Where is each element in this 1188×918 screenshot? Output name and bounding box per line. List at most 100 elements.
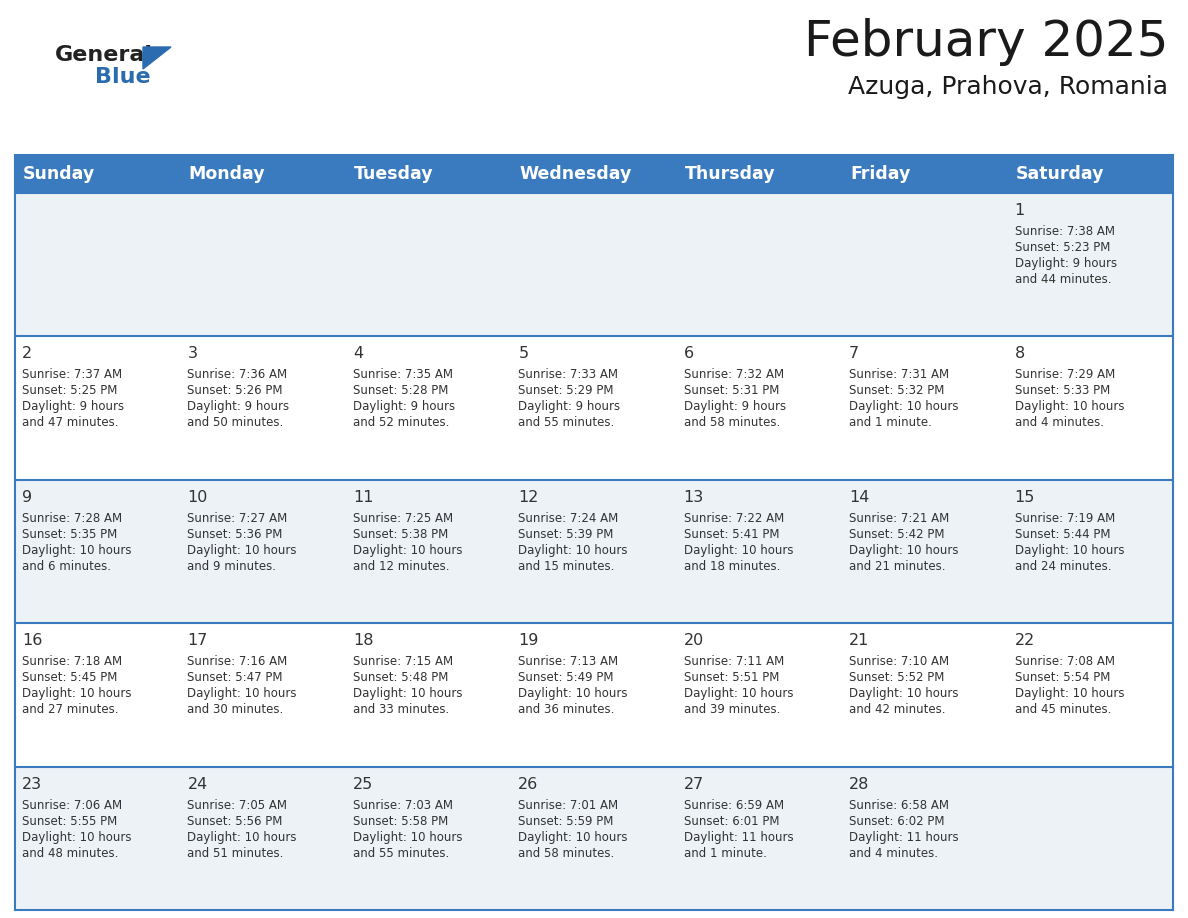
Text: and 27 minutes.: and 27 minutes. [23, 703, 119, 716]
Text: Daylight: 10 hours: Daylight: 10 hours [518, 543, 627, 557]
Text: Sunset: 5:56 PM: Sunset: 5:56 PM [188, 814, 283, 828]
Bar [511, 193, 677, 336]
Text: 4: 4 [353, 346, 364, 362]
Text: Sunset: 5:26 PM: Sunset: 5:26 PM [188, 385, 283, 397]
Text: Sunset: 5:35 PM: Sunset: 5:35 PM [23, 528, 118, 541]
Text: 18: 18 [353, 633, 373, 648]
Text: Daylight: 10 hours: Daylight: 10 hours [23, 688, 132, 700]
Text: Daylight: 9 hours: Daylight: 9 hours [353, 400, 455, 413]
Bar [511, 336, 677, 480]
Text: Sunset: 5:31 PM: Sunset: 5:31 PM [684, 385, 779, 397]
Bar [842, 623, 1007, 767]
Text: Sunset: 5:42 PM: Sunset: 5:42 PM [849, 528, 944, 541]
Text: Sunrise: 7:18 AM: Sunrise: 7:18 AM [23, 655, 122, 668]
Text: Sunrise: 7:38 AM: Sunrise: 7:38 AM [1015, 225, 1114, 238]
Text: and 6 minutes.: and 6 minutes. [23, 560, 110, 573]
Text: Sunrise: 7:19 AM: Sunrise: 7:19 AM [1015, 512, 1114, 525]
Text: Sunrise: 7:13 AM: Sunrise: 7:13 AM [518, 655, 619, 668]
Text: Sunrise: 6:58 AM: Sunrise: 6:58 AM [849, 799, 949, 812]
Text: 10: 10 [188, 490, 208, 505]
Text: Sunrise: 7:35 AM: Sunrise: 7:35 AM [353, 368, 453, 381]
Text: Sunrise: 7:15 AM: Sunrise: 7:15 AM [353, 655, 453, 668]
Text: Daylight: 10 hours: Daylight: 10 hours [188, 831, 297, 844]
Text: 5: 5 [518, 346, 529, 362]
Bar [15, 155, 1173, 193]
Bar [1007, 193, 1173, 336]
Text: and 4 minutes.: and 4 minutes. [1015, 417, 1104, 430]
Bar [677, 623, 842, 767]
Bar [15, 767, 181, 910]
Text: Sunset: 6:02 PM: Sunset: 6:02 PM [849, 814, 944, 828]
Text: Daylight: 10 hours: Daylight: 10 hours [684, 688, 794, 700]
Text: Sunrise: 7:32 AM: Sunrise: 7:32 AM [684, 368, 784, 381]
Text: Sunset: 5:32 PM: Sunset: 5:32 PM [849, 385, 944, 397]
Text: Daylight: 10 hours: Daylight: 10 hours [1015, 400, 1124, 413]
Text: Sunset: 5:49 PM: Sunset: 5:49 PM [518, 671, 614, 684]
Bar [511, 623, 677, 767]
Text: and 58 minutes.: and 58 minutes. [518, 846, 614, 859]
Text: 27: 27 [684, 777, 704, 791]
Text: Sunset: 5:28 PM: Sunset: 5:28 PM [353, 385, 448, 397]
Text: Sunset: 5:45 PM: Sunset: 5:45 PM [23, 671, 118, 684]
Text: and 39 minutes.: and 39 minutes. [684, 703, 781, 716]
Text: 20: 20 [684, 633, 704, 648]
Text: Friday: Friday [851, 165, 910, 183]
Text: and 12 minutes.: and 12 minutes. [353, 560, 449, 573]
Text: Daylight: 11 hours: Daylight: 11 hours [684, 831, 794, 844]
Text: Sunset: 6:01 PM: Sunset: 6:01 PM [684, 814, 779, 828]
Text: and 55 minutes.: and 55 minutes. [518, 417, 614, 430]
Text: 12: 12 [518, 490, 538, 505]
Text: 26: 26 [518, 777, 538, 791]
Text: Sunset: 5:48 PM: Sunset: 5:48 PM [353, 671, 448, 684]
Bar [346, 623, 511, 767]
Text: Daylight: 10 hours: Daylight: 10 hours [518, 831, 627, 844]
Text: and 42 minutes.: and 42 minutes. [849, 703, 946, 716]
Text: and 48 minutes.: and 48 minutes. [23, 846, 119, 859]
Text: 23: 23 [23, 777, 42, 791]
Text: Daylight: 10 hours: Daylight: 10 hours [353, 688, 462, 700]
Text: 3: 3 [188, 346, 197, 362]
Text: Daylight: 10 hours: Daylight: 10 hours [1015, 688, 1124, 700]
Text: and 18 minutes.: and 18 minutes. [684, 560, 781, 573]
Bar [1007, 767, 1173, 910]
Text: Daylight: 10 hours: Daylight: 10 hours [23, 543, 132, 557]
Text: Sunrise: 7:08 AM: Sunrise: 7:08 AM [1015, 655, 1114, 668]
Text: Sunset: 5:25 PM: Sunset: 5:25 PM [23, 385, 118, 397]
Text: Daylight: 9 hours: Daylight: 9 hours [188, 400, 290, 413]
Text: Daylight: 10 hours: Daylight: 10 hours [188, 688, 297, 700]
Text: Daylight: 9 hours: Daylight: 9 hours [518, 400, 620, 413]
Text: 25: 25 [353, 777, 373, 791]
Text: Monday: Monday [189, 165, 265, 183]
Text: Sunrise: 7:37 AM: Sunrise: 7:37 AM [23, 368, 122, 381]
Text: Sunrise: 7:01 AM: Sunrise: 7:01 AM [518, 799, 619, 812]
Bar [1007, 623, 1173, 767]
Text: and 1 minute.: and 1 minute. [684, 846, 766, 859]
Text: and 45 minutes.: and 45 minutes. [1015, 703, 1111, 716]
Text: and 44 minutes.: and 44 minutes. [1015, 273, 1111, 286]
Text: and 15 minutes.: and 15 minutes. [518, 560, 614, 573]
Bar [15, 193, 181, 336]
Text: Daylight: 10 hours: Daylight: 10 hours [23, 831, 132, 844]
Bar [677, 480, 842, 623]
Text: Sunrise: 7:33 AM: Sunrise: 7:33 AM [518, 368, 618, 381]
Text: Sunset: 5:54 PM: Sunset: 5:54 PM [1015, 671, 1110, 684]
Text: Sunset: 5:59 PM: Sunset: 5:59 PM [518, 814, 614, 828]
Bar [511, 767, 677, 910]
Text: and 58 minutes.: and 58 minutes. [684, 417, 781, 430]
Text: Sunday: Sunday [23, 165, 95, 183]
Bar [842, 767, 1007, 910]
Bar [346, 480, 511, 623]
Bar [842, 480, 1007, 623]
Text: and 4 minutes.: and 4 minutes. [849, 846, 939, 859]
Text: Sunset: 5:33 PM: Sunset: 5:33 PM [1015, 385, 1110, 397]
Text: Daylight: 10 hours: Daylight: 10 hours [353, 831, 462, 844]
Text: Daylight: 11 hours: Daylight: 11 hours [849, 831, 959, 844]
Text: Sunrise: 7:29 AM: Sunrise: 7:29 AM [1015, 368, 1114, 381]
Bar [346, 193, 511, 336]
Bar [346, 767, 511, 910]
Text: Sunrise: 7:21 AM: Sunrise: 7:21 AM [849, 512, 949, 525]
Text: February 2025: February 2025 [803, 18, 1168, 66]
Text: Sunrise: 7:22 AM: Sunrise: 7:22 AM [684, 512, 784, 525]
Text: Sunset: 5:55 PM: Sunset: 5:55 PM [23, 814, 118, 828]
Text: and 36 minutes.: and 36 minutes. [518, 703, 614, 716]
